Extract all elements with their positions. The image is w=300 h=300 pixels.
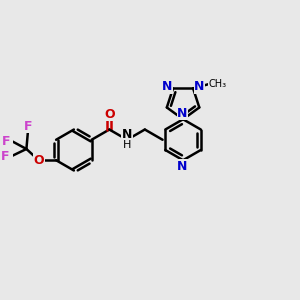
Text: O: O <box>33 154 44 167</box>
Text: F: F <box>24 120 32 133</box>
Text: O: O <box>104 108 115 121</box>
Text: CH₃: CH₃ <box>208 79 226 89</box>
Text: N: N <box>122 128 132 141</box>
Text: H: H <box>123 140 131 150</box>
Text: N: N <box>177 106 188 119</box>
Text: F: F <box>1 150 9 164</box>
Text: F: F <box>2 134 11 148</box>
Text: N: N <box>177 160 188 173</box>
Text: N: N <box>194 80 205 94</box>
Text: N: N <box>162 80 172 94</box>
